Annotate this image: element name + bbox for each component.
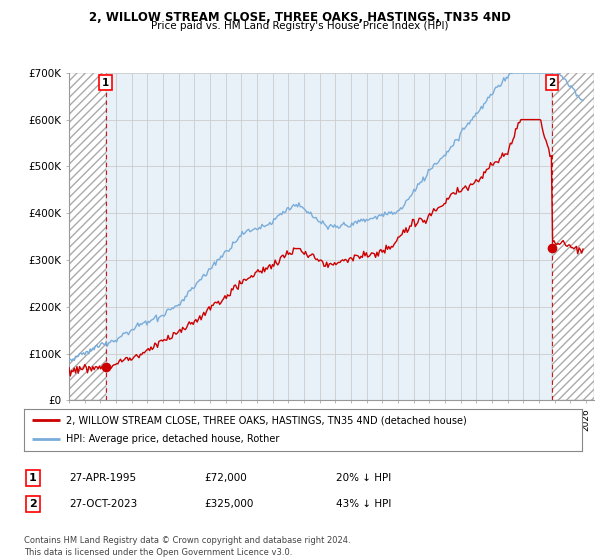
Text: 27-OCT-2023: 27-OCT-2023 xyxy=(69,499,137,509)
Text: £72,000: £72,000 xyxy=(204,473,247,483)
Text: 43% ↓ HPI: 43% ↓ HPI xyxy=(336,499,391,509)
Text: Price paid vs. HM Land Registry's House Price Index (HPI): Price paid vs. HM Land Registry's House … xyxy=(151,21,449,31)
Text: HPI: Average price, detached house, Rother: HPI: Average price, detached house, Roth… xyxy=(66,435,279,445)
Text: 2: 2 xyxy=(548,78,556,88)
Bar xyxy=(552,73,594,400)
Text: £325,000: £325,000 xyxy=(204,499,253,509)
Text: 20% ↓ HPI: 20% ↓ HPI xyxy=(336,473,391,483)
Text: Contains HM Land Registry data © Crown copyright and database right 2024.
This d: Contains HM Land Registry data © Crown c… xyxy=(24,536,350,557)
Text: 27-APR-1995: 27-APR-1995 xyxy=(69,473,136,483)
Bar xyxy=(69,73,106,400)
Text: 2: 2 xyxy=(29,499,37,509)
Text: 1: 1 xyxy=(102,78,109,88)
Text: 2, WILLOW STREAM CLOSE, THREE OAKS, HASTINGS, TN35 4ND: 2, WILLOW STREAM CLOSE, THREE OAKS, HAST… xyxy=(89,11,511,24)
Text: 1: 1 xyxy=(29,473,37,483)
Text: 2, WILLOW STREAM CLOSE, THREE OAKS, HASTINGS, TN35 4ND (detached house): 2, WILLOW STREAM CLOSE, THREE OAKS, HAST… xyxy=(66,415,467,425)
